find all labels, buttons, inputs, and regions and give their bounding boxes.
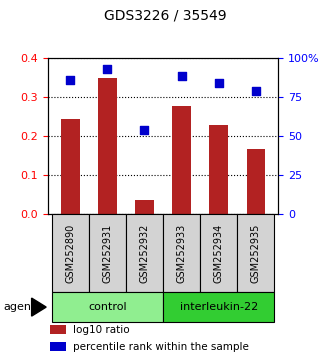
Bar	[163, 214, 200, 292]
Text: GSM252932: GSM252932	[139, 223, 150, 283]
Text: log10 ratio: log10 ratio	[73, 325, 130, 335]
Text: GSM252935: GSM252935	[251, 223, 261, 283]
Bar	[52, 214, 89, 292]
Bar	[89, 214, 126, 292]
Point	[253, 88, 259, 94]
Text: GSM252933: GSM252933	[176, 223, 187, 283]
Text: GDS3226 / 35549: GDS3226 / 35549	[104, 9, 227, 23]
Point	[105, 67, 110, 72]
Bar	[98, 78, 117, 214]
Bar	[163, 292, 274, 322]
Text: control: control	[88, 302, 127, 312]
Bar	[247, 149, 265, 214]
Bar	[200, 214, 237, 292]
Bar	[210, 125, 228, 214]
Bar	[237, 214, 274, 292]
Point	[179, 73, 184, 78]
Point	[142, 127, 147, 133]
Text: GSM252931: GSM252931	[102, 223, 112, 283]
Text: percentile rank within the sample: percentile rank within the sample	[73, 342, 249, 352]
Point	[68, 78, 73, 83]
Point	[216, 80, 221, 86]
Bar	[52, 292, 163, 322]
Text: agent: agent	[3, 302, 36, 312]
Polygon shape	[32, 298, 46, 316]
Text: GSM252934: GSM252934	[214, 223, 224, 283]
Bar	[50, 342, 67, 351]
Bar	[50, 325, 67, 334]
Bar	[172, 106, 191, 214]
Text: GSM252890: GSM252890	[65, 223, 75, 283]
Bar	[135, 200, 154, 214]
Text: interleukin-22: interleukin-22	[179, 302, 258, 312]
Bar	[61, 119, 79, 214]
Bar	[126, 214, 163, 292]
